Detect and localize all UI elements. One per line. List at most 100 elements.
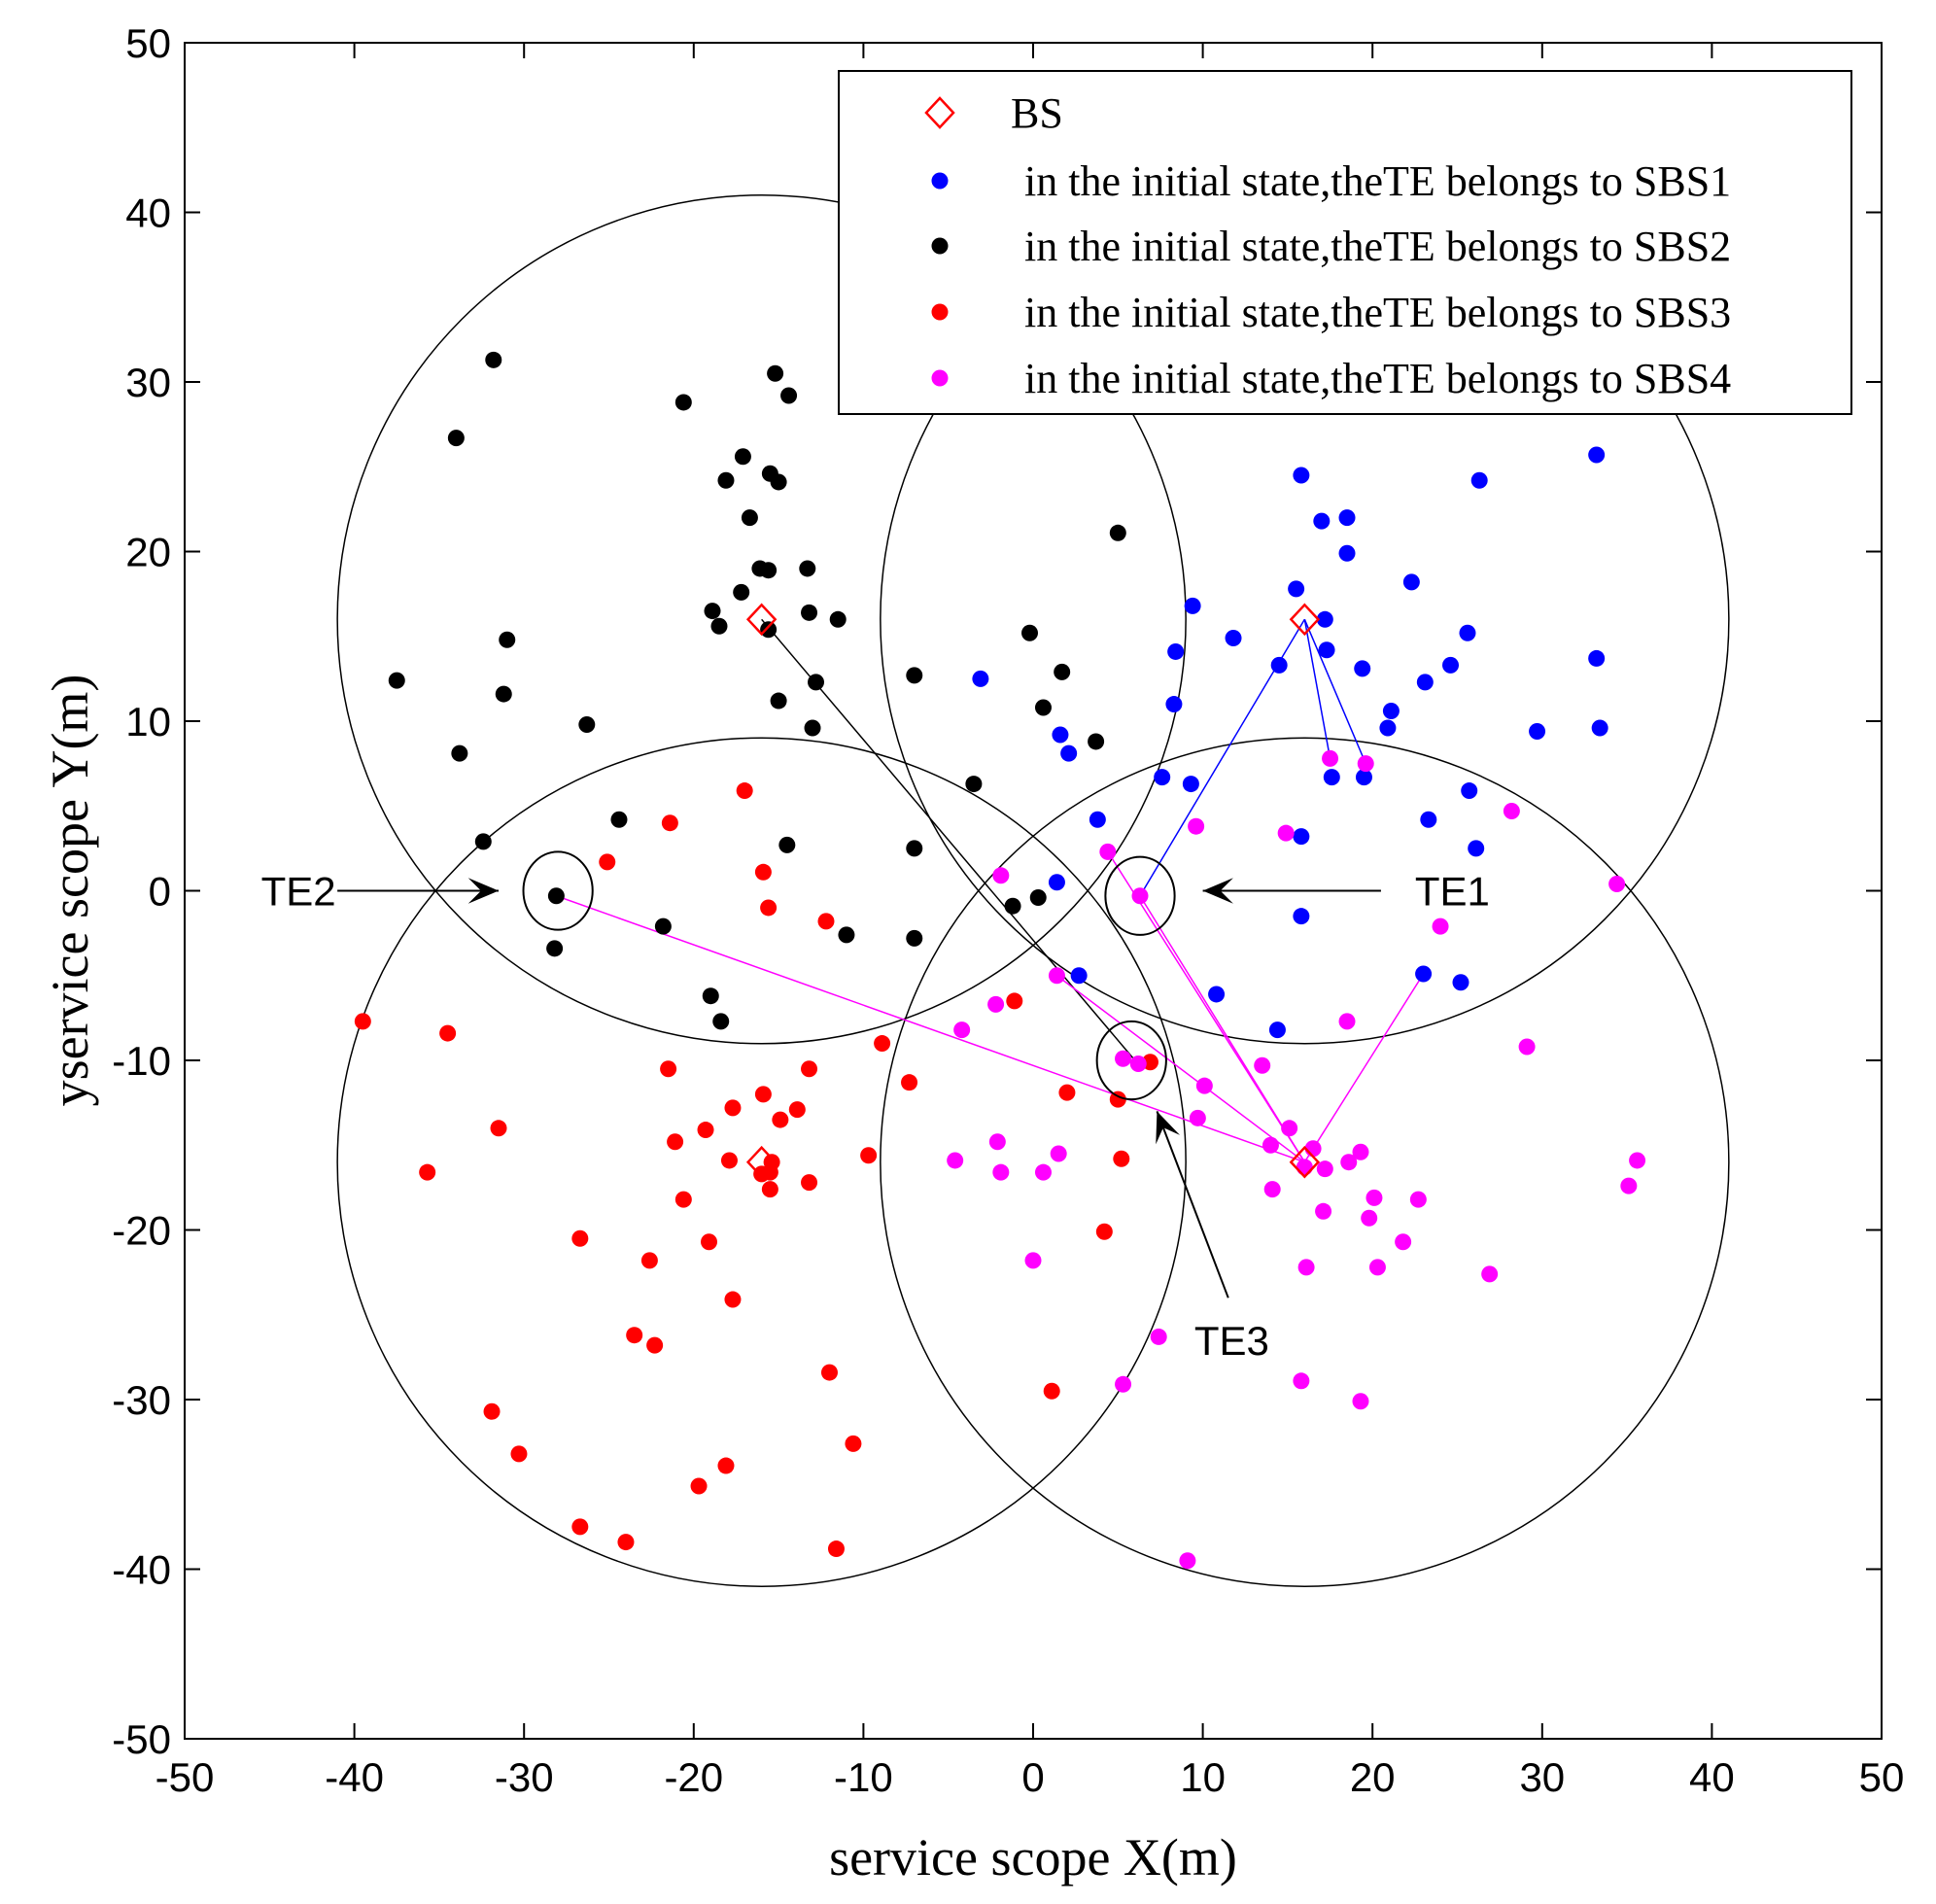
te-points [354,351,1646,1570]
te-point-sbs1 [1089,811,1106,828]
y-tick-label: 20 [125,530,171,575]
te-point-sbs4 [1048,967,1065,985]
coverage-circles [336,194,1730,1587]
coverage-circle [336,194,1187,1045]
te-point-sbs3 [1006,992,1023,1010]
te-point-sbs2 [702,987,719,1005]
te-point-sbs2 [829,610,847,628]
te-point-sbs3 [661,814,678,832]
te-point-sbs2 [388,672,405,689]
te-point-sbs2 [799,560,816,577]
te-point-sbs4 [1481,1265,1499,1283]
te-point-sbs1 [1154,769,1171,786]
te-point-sbs3 [717,1457,735,1474]
te-point-sbs1 [1379,719,1397,737]
te-point-sbs2 [906,929,923,947]
te-point-sbs3 [801,1060,818,1078]
te-point-sbs2 [1004,897,1021,915]
te-point-sbs3 [760,899,778,917]
te-point-sbs1 [1182,776,1199,793]
te-point-sbs3 [761,1163,778,1181]
x-tick-label: 0 [1021,1754,1044,1800]
te-point-sbs4 [1293,1372,1310,1390]
te-point-sbs1 [1208,986,1226,1003]
te-point-sbs3 [772,1111,789,1128]
te-point-sbs1 [1461,782,1478,800]
te-point-sbs1 [1293,908,1310,925]
te-point-sbs3 [754,1086,772,1103]
te-point-sbs2 [741,509,758,527]
te-point-sbs4 [1131,887,1149,905]
x-tick-label: 20 [1350,1754,1396,1800]
te-point-sbs4 [1409,1191,1427,1208]
te-point-sbs4 [1304,1140,1322,1158]
te-point-sbs3 [761,1181,778,1198]
y-axis-label: yservice scope Y(m) [41,675,99,1107]
te-point-sbs2 [734,448,751,466]
te-point-sbs1 [1588,446,1606,464]
bs-diamond-marker [1289,1145,1321,1179]
te-point-sbs2 [546,940,564,957]
te-point-sbs4 [992,1163,1010,1181]
te-point-sbs2 [838,926,855,944]
x-tick-label: 30 [1519,1754,1565,1800]
te-point-sbs3 [1095,1223,1113,1240]
te-point-sbs1 [1442,656,1460,674]
te-point-sbs2 [1021,624,1039,641]
te-point-sbs1 [1167,642,1185,660]
coverage-circle [336,737,1187,1587]
te-point-sbs1 [1338,544,1356,562]
x-axis-label: service scope X(m) [829,1828,1237,1887]
te-point-sbs3 [720,1152,738,1169]
x-tick-label: -30 [495,1754,554,1800]
te-highlight-circle [522,850,594,931]
connection-line [1055,975,1305,1163]
annotation-arrow-line [1156,1110,1229,1298]
te-point-sbs4 [988,1133,1006,1151]
te-point-sbs4 [1518,1038,1536,1056]
te-point-sbs2 [674,394,692,411]
te-point-sbs2 [485,351,502,368]
te-point-sbs3 [724,1099,742,1117]
te-point-sbs2 [717,471,735,489]
legend-sbs3-marker [931,303,949,321]
te-point-sbs1 [1060,744,1078,762]
te-point-sbs3 [860,1147,878,1164]
te-point-sbs3 [1043,1382,1060,1400]
te-point-sbs3 [571,1518,589,1536]
te-point-sbs4 [1432,917,1449,935]
te-point-sbs1 [1468,840,1485,857]
legend-sbs3-label: in the initial state,theTE belongs to SB… [1024,289,1731,336]
y-tick-label: -30 [112,1377,171,1423]
y-tick-label: -40 [112,1547,171,1593]
annotation-label: TE1 [1415,869,1490,915]
te-point-sbs1 [1402,573,1420,591]
bs-diamond-marker [745,603,778,637]
te-point-sbs3 [788,1101,806,1119]
te-point-sbs1 [1270,656,1288,674]
te-point-sbs4 [1366,1189,1383,1206]
te-point-sbs4 [1129,1055,1147,1072]
annotation-label: TE3 [1194,1318,1269,1364]
te-point-sbs2 [804,719,821,737]
legend-bs-label: BS [1011,89,1063,137]
annotations: TE2 TE1 TE3 [261,869,1490,1364]
te-point-sbs3 [640,1252,658,1269]
highlight-circles [522,850,1176,1101]
te-point-sbs4 [987,995,1005,1013]
te-point-sbs3 [827,1541,845,1558]
te-point-sbs4 [1050,1145,1067,1162]
te-point-sbs1 [1323,769,1340,786]
x-tick-label: 40 [1689,1754,1735,1800]
te-point-sbs1 [1420,811,1437,828]
te-point-sbs4 [1179,1552,1196,1570]
connection-line [1303,619,1366,764]
te-point-sbs1 [1048,874,1065,891]
te-point-sbs4 [1195,1077,1213,1094]
te-point-sbs4 [1629,1152,1646,1169]
te-point-sbs4 [1357,755,1374,773]
te-point-sbs1 [1318,641,1335,659]
te-point-sbs4 [1115,1375,1132,1393]
annotation-arrow-head [467,878,500,904]
